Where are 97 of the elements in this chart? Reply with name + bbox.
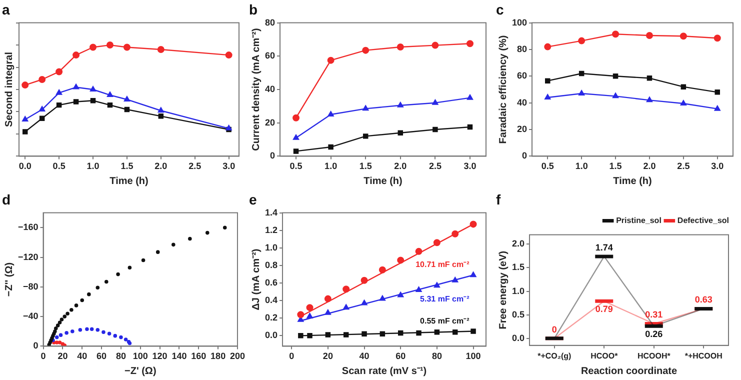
- x-tick-label: 20: [322, 351, 333, 362]
- x-tick-label: 80: [116, 351, 126, 362]
- y-tick-label: 1.0: [512, 286, 525, 296]
- x-axis-title: Time (h): [613, 176, 652, 187]
- y-tick-label: 1.5: [512, 262, 525, 272]
- x-axis-title: Reaction coordinate: [580, 366, 678, 377]
- x-tick-label: 100: [132, 351, 148, 362]
- data-label: 0.79: [595, 304, 613, 314]
- y-tick-label: −120: [18, 252, 38, 262]
- y-tick-label: 80: [517, 44, 528, 54]
- x-tick-label: 60: [396, 351, 406, 362]
- y-tick-label: 60: [517, 70, 528, 81]
- x-axis-title: Time (h): [364, 176, 402, 187]
- data-label: 1.74: [595, 242, 613, 252]
- x-tick-label: HCOOH*: [637, 351, 672, 360]
- series-label: 10.71 mF cm⁻²: [416, 260, 470, 270]
- x-tick-label: 1.5: [359, 161, 372, 172]
- x-tick-label: 40: [359, 351, 370, 362]
- x-axis-title: −Z' (Ω): [124, 366, 156, 377]
- chart-title: e: [249, 191, 257, 208]
- x-tick-label: 0.5: [52, 161, 66, 172]
- legend-label: Defective_sol: [677, 216, 730, 226]
- y-tick-label: −80: [22, 281, 38, 292]
- y-tick-label: 20: [264, 117, 276, 128]
- y-tick-label: 2.0: [512, 238, 525, 249]
- x-axis-title: Scan rate (mV s⁻¹): [342, 366, 427, 377]
- y-tick-label: 20: [517, 124, 528, 134]
- data-label: 0.31: [645, 310, 663, 320]
- x-tick-label: 140: [172, 351, 187, 362]
- y-tick-label: 0.6: [264, 277, 278, 288]
- x-tick-label: 40: [77, 351, 88, 362]
- x-tick-label: 2.5: [428, 161, 442, 172]
- y-tick-label: 40: [517, 97, 528, 108]
- y-axis-title: −Z'' (Ω): [4, 262, 15, 297]
- y-tick-label: 80: [264, 17, 276, 28]
- data-label: 0.26: [645, 329, 663, 340]
- chart-title: a: [2, 1, 10, 18]
- y-tick-label: 0.4: [264, 295, 278, 306]
- y-tick-label: 0.2: [264, 312, 278, 323]
- chart-title: d: [2, 191, 11, 208]
- y-axis-title: Current density (mA cm⁻²): [250, 28, 262, 151]
- y-tick-label: 0: [270, 150, 276, 161]
- y-tick-label: 0.0: [512, 332, 525, 343]
- x-tick-label: 160: [191, 351, 206, 362]
- data-label: 0.63: [694, 294, 712, 305]
- series-label: 0.55 mF cm⁻²: [420, 316, 470, 326]
- x-tick-label: 200: [230, 351, 246, 362]
- y-tick-label: −40: [22, 311, 38, 322]
- y-tick-label: 0: [522, 150, 528, 161]
- x-axis-title: Time (h): [110, 176, 148, 187]
- x-tick-label: 0.5: [541, 161, 554, 172]
- x-tick-label: HCOO*: [590, 351, 619, 360]
- x-tick-label: 3.0: [222, 161, 236, 172]
- y-tick-label: 40: [264, 84, 276, 94]
- y-axis-title: Second integral: [4, 52, 15, 128]
- x-tick-label: 120: [152, 351, 168, 362]
- y-tick-label: 0: [33, 340, 38, 351]
- x-tick-label: 2.5: [677, 161, 690, 172]
- x-tick-label: 20: [58, 351, 68, 362]
- x-tick-label: 1.5: [609, 161, 622, 172]
- x-tick-label: 60: [96, 351, 107, 362]
- x-tick-label: 3.0: [711, 161, 724, 172]
- x-tick-label: 1.0: [324, 161, 338, 172]
- x-tick-label: 0: [40, 351, 46, 362]
- series-label: 5.31 mF cm⁻²: [420, 294, 470, 304]
- x-tick-label: 2.0: [154, 161, 168, 172]
- x-tick-label: 2.0: [394, 161, 407, 172]
- x-tick-label: 100: [466, 351, 481, 362]
- x-tick-label: *+HCOOH: [684, 351, 723, 360]
- x-tick-label: 2.0: [643, 161, 656, 172]
- legend-label: Pristine_sol: [616, 216, 662, 226]
- x-tick-label: 0: [289, 351, 294, 362]
- chart-title: c: [496, 1, 504, 18]
- x-tick-label: *+CO₂(g): [538, 351, 572, 360]
- chart-title: f: [496, 191, 501, 208]
- x-tick-label: 1.0: [575, 161, 588, 172]
- y-axis-title: Faradaic efficiency (%): [498, 35, 509, 144]
- x-tick-label: 2.5: [188, 161, 202, 172]
- y-tick-label: 0.5: [512, 309, 525, 320]
- y-tick-label: 1.0: [264, 242, 278, 252]
- y-tick-label: 1.2: [264, 224, 278, 235]
- y-tick-label: 0.8: [264, 260, 278, 270]
- y-axis-title: ΔJ (mA cm⁻²): [250, 248, 262, 310]
- x-tick-label: 180: [210, 351, 226, 362]
- x-tick-label: 1.5: [120, 161, 134, 172]
- x-tick-label: 0.5: [290, 161, 302, 172]
- y-tick-label: 100: [512, 17, 528, 28]
- data-label: 0: [552, 324, 557, 334]
- chart-title: b: [249, 1, 258, 18]
- y-tick-label: 0.0: [264, 330, 278, 340]
- x-tick-label: 1.0: [86, 161, 100, 172]
- y-tick-label: 60: [264, 50, 276, 61]
- y-axis-title: Free energy (eV): [498, 250, 509, 330]
- x-tick-label: 3.0: [464, 161, 476, 172]
- y-tick-label: −160: [18, 222, 38, 232]
- y-tick-label: 1.4: [264, 207, 278, 218]
- x-tick-label: 80: [432, 351, 442, 362]
